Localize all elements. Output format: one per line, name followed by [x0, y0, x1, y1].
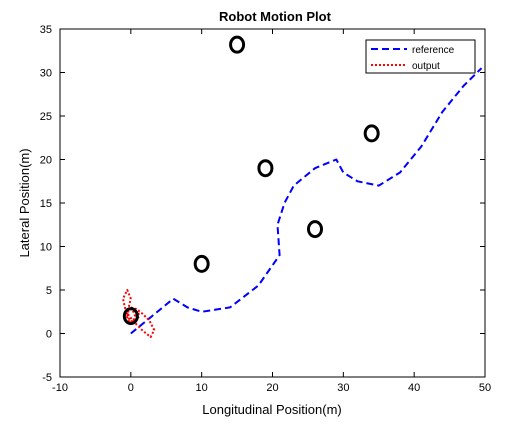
y-tick-label: 0 — [46, 329, 52, 341]
x-tick-label: 10 — [196, 382, 208, 394]
y-tick-label: 25 — [40, 111, 52, 123]
obstacle-marker — [229, 35, 246, 54]
x-tick-label: 0 — [128, 382, 134, 394]
x-tick-label: 50 — [479, 382, 491, 394]
plot-area — [59, 28, 486, 378]
obstacle-marker — [363, 124, 380, 143]
x-tick-label: -10 — [52, 382, 68, 394]
y-tick-label: 5 — [46, 285, 52, 297]
legend: reference output — [365, 39, 476, 74]
y-axis-label: Lateral Position(m) — [17, 148, 32, 257]
legend-label-reference: reference — [412, 45, 455, 56]
y-tick-label: 35 — [40, 24, 52, 36]
series-layer — [122, 67, 483, 338]
obstacle-marker — [122, 307, 139, 326]
y-tick-label: 30 — [40, 68, 52, 80]
y-tick-label: 15 — [40, 198, 52, 210]
x-axis-label: Longitudinal Position(m) — [202, 402, 341, 417]
series-line-output — [122, 289, 156, 338]
legend-box — [365, 39, 476, 74]
obstacle-marker — [193, 254, 210, 273]
obstacle-marker — [307, 220, 323, 239]
x-tick-label: 20 — [266, 382, 278, 394]
chart-title: Robot Motion Plot — [219, 9, 332, 24]
legend-label-output: output — [412, 61, 440, 72]
axis-ticks: -10 0 10 20 30 40 50 -5 0 5 10 15 20 25 30 35 — [40, 24, 491, 394]
x-tick-label: 40 — [408, 382, 420, 394]
y-tick-label: -5 — [42, 372, 52, 384]
y-tick-label: 20 — [40, 155, 52, 167]
obstacle-marker — [257, 159, 274, 178]
x-tick-label: 30 — [337, 382, 349, 394]
series-line-reference — [130, 67, 483, 335]
obstacle-layer — [122, 35, 380, 326]
y-tick-label: 10 — [40, 242, 52, 254]
